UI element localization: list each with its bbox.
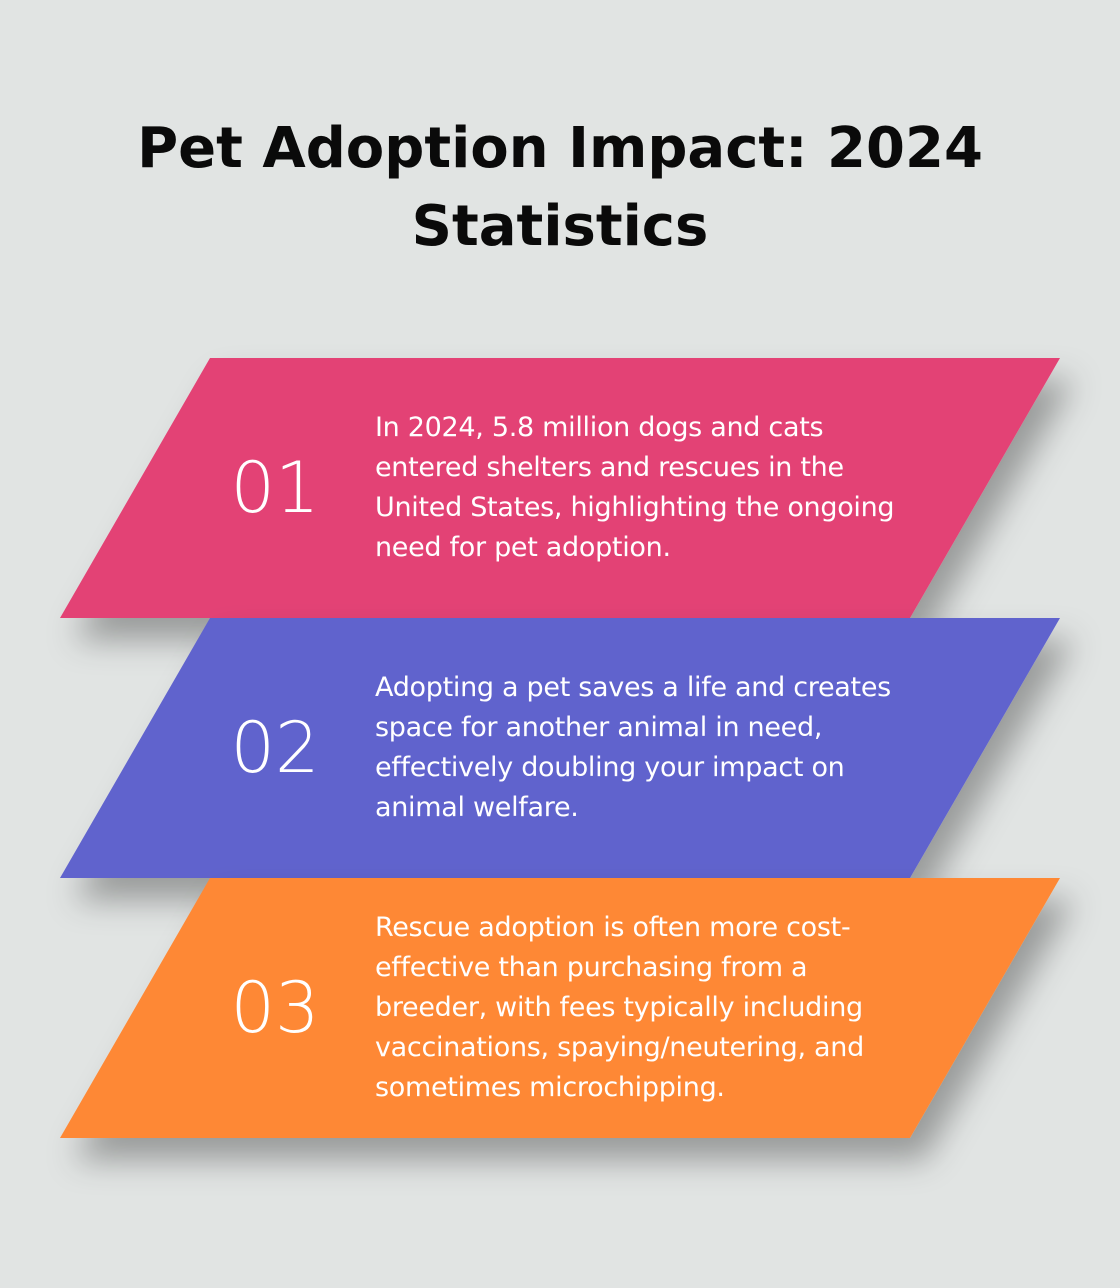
page-title: Pet Adoption Impact: 2024 Statistics xyxy=(0,110,1120,266)
card-3-number: 03 xyxy=(230,967,320,1049)
stat-card-3: 03 Rescue adoption is often more cost-ef… xyxy=(0,878,1120,1138)
card-3-text: Rescue adoption is often more cost-effec… xyxy=(375,912,864,1103)
card-3-shape xyxy=(60,878,1060,1138)
stat-card-1: 01 In 2024, 5.8 million dogs and cats en… xyxy=(0,358,1120,618)
page-title-line-2: Statistics xyxy=(411,194,709,259)
card-3-parallelogram xyxy=(60,878,1060,1138)
card-1-parallelogram xyxy=(60,358,1060,618)
card-2-text-container: Adopting a pet saves a life and creates … xyxy=(375,618,895,878)
card-1-text: In 2024, 5.8 million dogs and cats enter… xyxy=(375,412,895,563)
card-2-number: 02 xyxy=(230,707,320,789)
page-title-line-1: Pet Adoption Impact: 2024 xyxy=(137,116,983,181)
stat-card-2: 02 Adopting a pet saves a life and creat… xyxy=(0,618,1120,878)
card-1-number: 01 xyxy=(230,447,320,529)
card-1-text-container: In 2024, 5.8 million dogs and cats enter… xyxy=(375,358,895,618)
card-2-shape xyxy=(60,618,1060,878)
card-1-shape xyxy=(60,358,1060,618)
card-2-parallelogram xyxy=(60,618,1060,878)
card-3-text-container: Rescue adoption is often more cost-effec… xyxy=(375,878,895,1138)
card-2-text: Adopting a pet saves a life and creates … xyxy=(375,672,891,823)
